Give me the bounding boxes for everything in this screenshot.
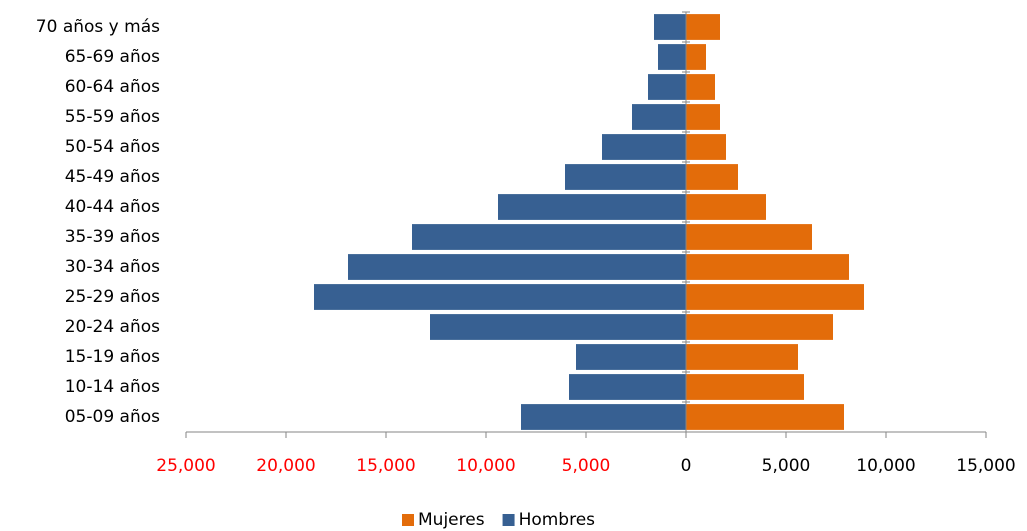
x-tick-label: 15,000 [956, 456, 1015, 476]
bar [686, 74, 715, 100]
bar [686, 374, 804, 400]
bar [565, 164, 686, 190]
x-tick-label: 25,000 [156, 456, 215, 476]
bar [521, 404, 686, 430]
legend-swatch [502, 514, 515, 526]
y-tick-label: 40-44 años [65, 197, 160, 217]
bar [686, 104, 720, 130]
y-tick-label: 55-59 años [65, 107, 160, 127]
bar [658, 44, 686, 70]
y-tick-label: 70 años y más [36, 17, 160, 37]
y-tick-label: 60-64 años [65, 77, 160, 97]
bar [686, 344, 798, 370]
bar [686, 194, 766, 220]
bar [569, 374, 686, 400]
x-tick-label: 0 [681, 456, 692, 476]
bar [430, 314, 686, 340]
y-tick-label: 10-14 años [65, 377, 160, 397]
y-tick-label: 45-49 años [65, 167, 160, 187]
y-tick-label: 50-54 años [65, 137, 160, 157]
y-tick-label: 15-19 años [65, 347, 160, 367]
bar [412, 224, 686, 250]
bar [654, 14, 686, 40]
bar [602, 134, 686, 160]
bar [686, 314, 833, 340]
x-tick-label: 20,000 [256, 456, 315, 476]
x-tick-label: 5,000 [562, 456, 611, 476]
bar [686, 134, 726, 160]
y-tick-label: 25-29 años [65, 287, 160, 307]
legend-swatch [402, 514, 414, 526]
y-tick-label: 65-69 años [65, 47, 160, 67]
bar [576, 344, 686, 370]
bar [632, 104, 686, 130]
bar [686, 44, 706, 70]
x-tick-label: 10,000 [456, 456, 515, 476]
bar [686, 224, 812, 250]
bar [686, 254, 849, 280]
legend-label: Hombres [519, 510, 596, 530]
bar [498, 194, 686, 220]
bar [686, 284, 864, 310]
bar [314, 284, 686, 310]
bar [686, 404, 844, 430]
legend-label: Mujeres [418, 510, 485, 530]
bar [648, 74, 686, 100]
bar [686, 14, 720, 40]
x-tick-label: 5,000 [762, 456, 811, 476]
bar [348, 254, 686, 280]
y-tick-label: 30-34 años [65, 257, 160, 277]
x-tick-label: 10,000 [856, 456, 915, 476]
x-tick-label: 15,000 [356, 456, 415, 476]
y-tick-label: 05-09 años [65, 407, 160, 427]
y-tick-label: 35-39 años [65, 227, 160, 247]
y-tick-label: 20-24 años [65, 317, 160, 337]
bar [686, 164, 738, 190]
